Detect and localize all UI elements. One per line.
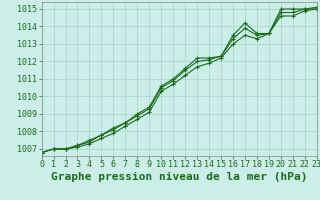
X-axis label: Graphe pression niveau de la mer (hPa): Graphe pression niveau de la mer (hPa) — [51, 172, 308, 182]
